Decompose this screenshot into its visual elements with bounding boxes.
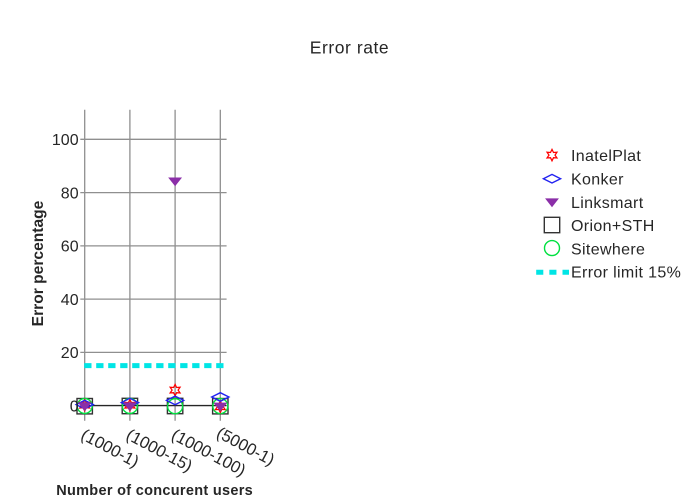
svg-text:80: 80: [61, 185, 79, 202]
svg-text:100: 100: [52, 132, 79, 149]
svg-text:Error percentage: Error percentage: [30, 200, 47, 326]
svg-text:20: 20: [61, 345, 79, 362]
svg-text:Sitewhere: Sitewhere: [571, 241, 645, 258]
svg-text:Error rate: Error rate: [310, 38, 389, 58]
svg-text:InatelPlat: InatelPlat: [571, 148, 641, 165]
svg-text:Orion+STH: Orion+STH: [571, 218, 655, 235]
svg-text:Number of concurent users: Number of concurent users: [56, 483, 253, 499]
svg-text:40: 40: [61, 292, 79, 309]
svg-text:Error limit 15%: Error limit 15%: [571, 265, 681, 282]
svg-text:Linksmart: Linksmart: [571, 195, 644, 212]
svg-text:0: 0: [70, 398, 79, 415]
svg-text:Konker: Konker: [571, 172, 624, 189]
svg-text:60: 60: [61, 239, 79, 256]
